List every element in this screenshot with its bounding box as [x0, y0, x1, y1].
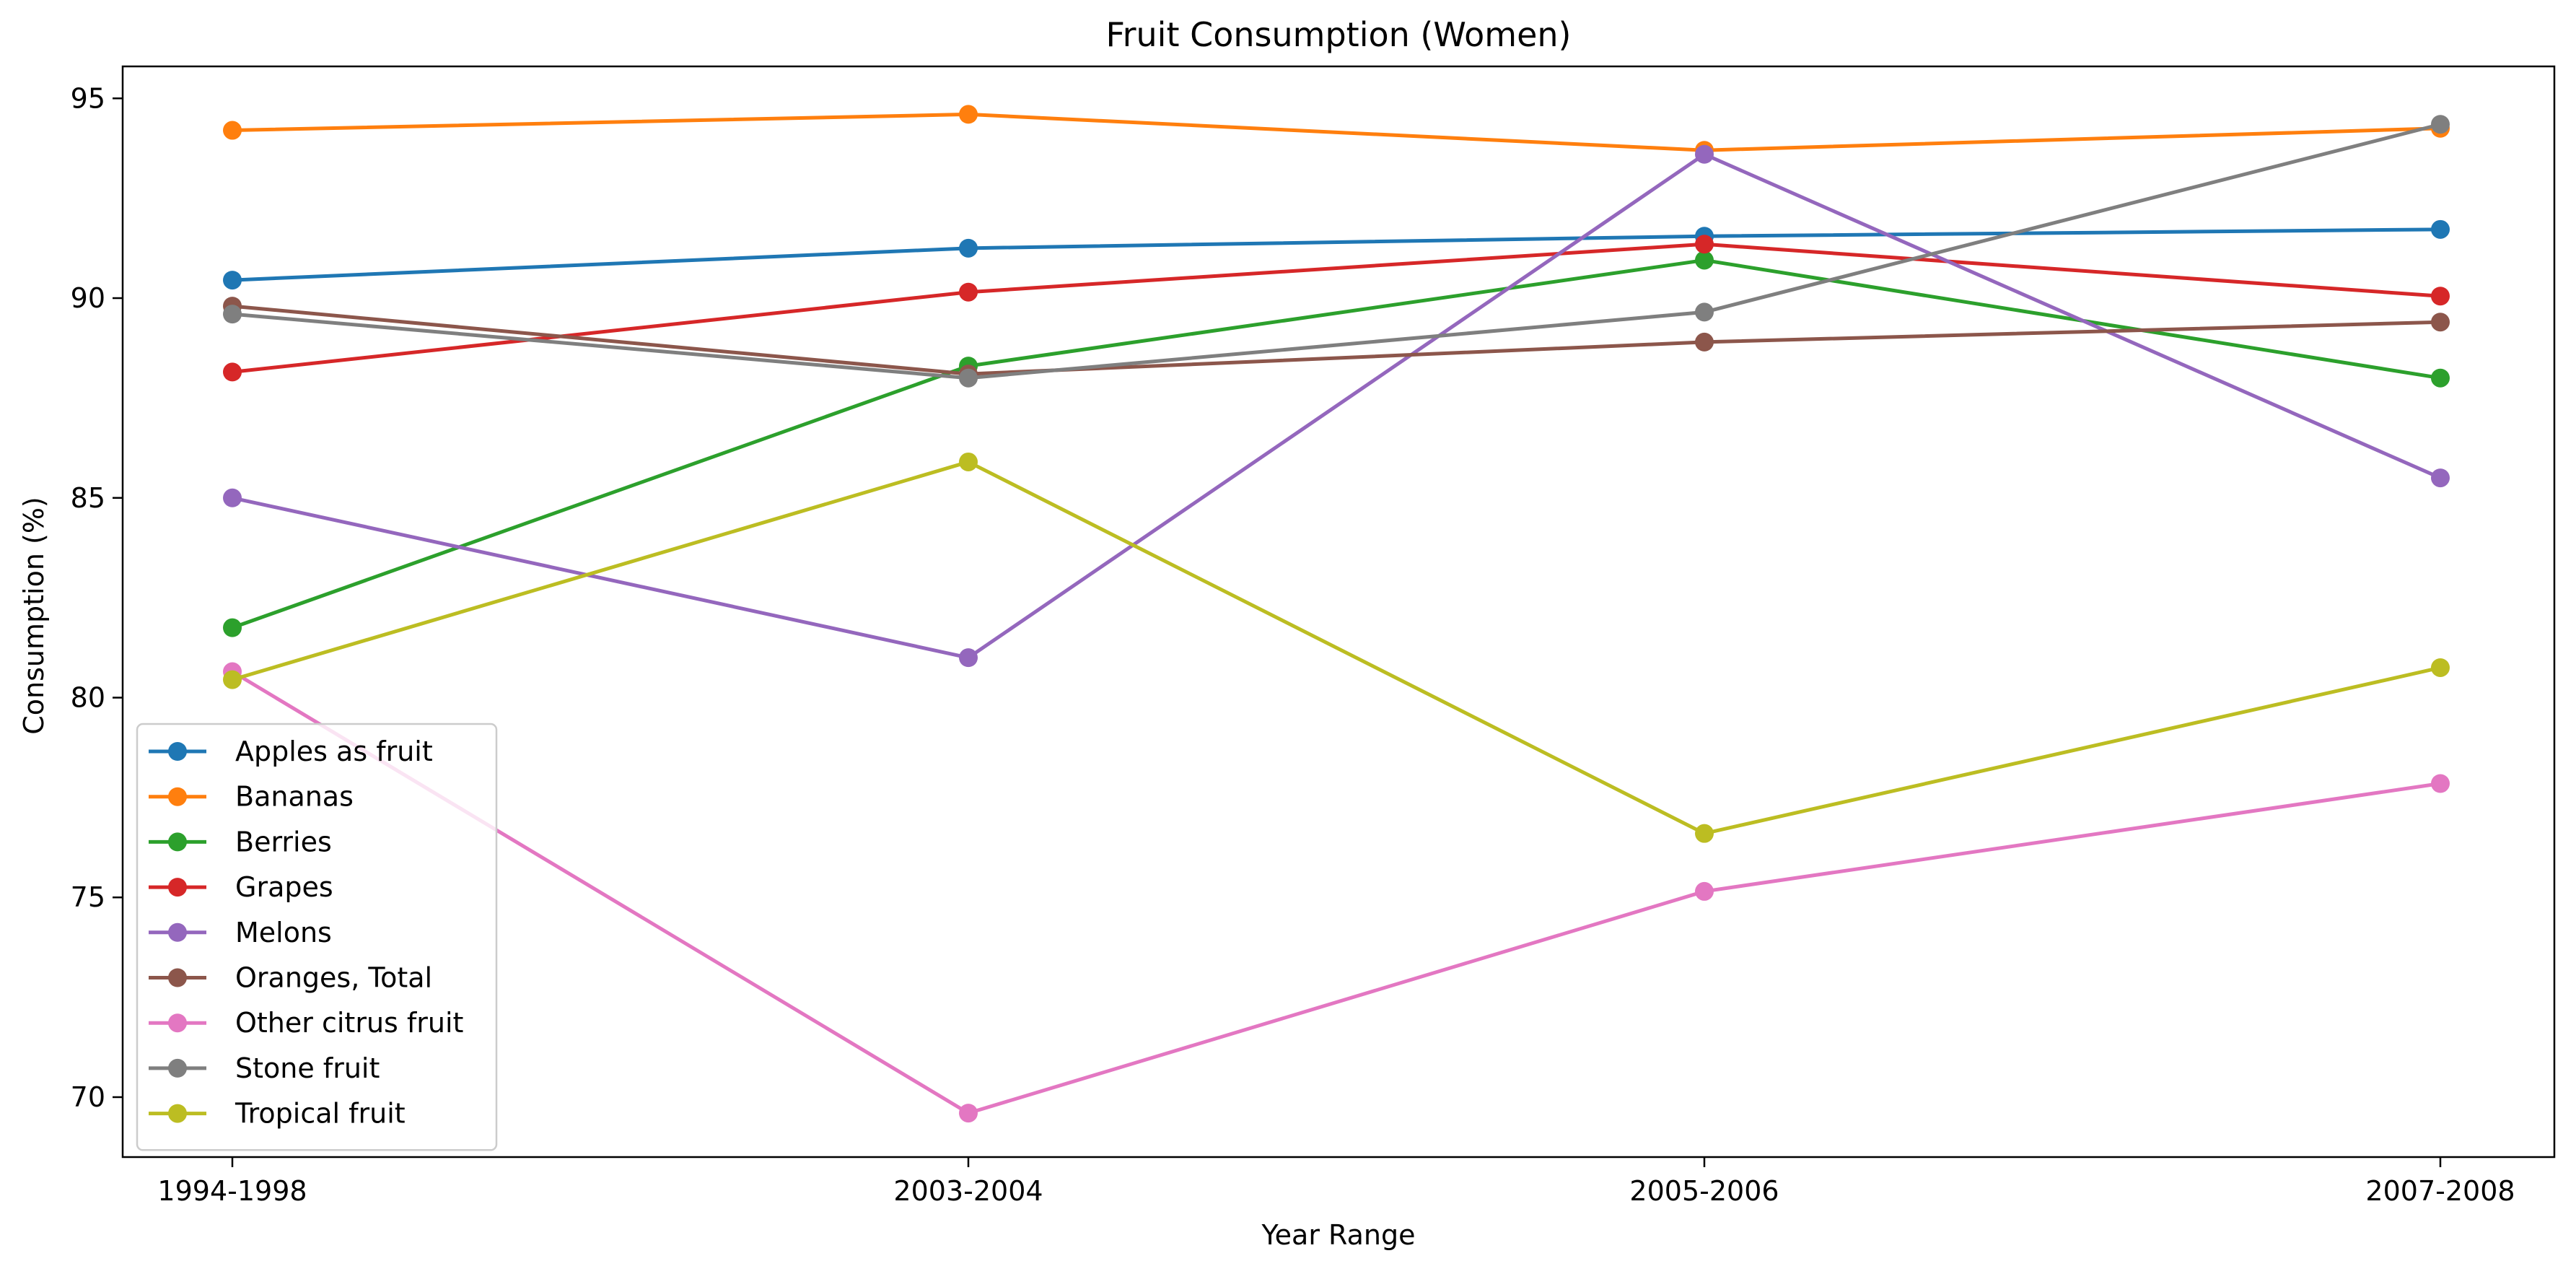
x-tick-label: 2007-2008 — [2365, 1175, 2515, 1207]
series-line — [232, 242, 2441, 374]
data-point — [1695, 144, 1714, 164]
x-tick-label: 2005-2006 — [1629, 1175, 1779, 1207]
data-point — [2431, 219, 2450, 239]
series-line — [232, 122, 2441, 380]
legend-marker — [168, 1058, 187, 1078]
data-point — [2431, 468, 2450, 488]
data-point — [1695, 881, 1714, 901]
data-point — [959, 238, 978, 258]
legend-label: Stone fruit — [235, 1052, 380, 1084]
data-point — [223, 121, 242, 140]
series-line — [232, 152, 2442, 660]
legend-label: Bananas — [235, 781, 354, 813]
y-tick-label: 90 — [71, 282, 105, 314]
data-point — [959, 1104, 978, 1123]
data-point — [2431, 368, 2450, 388]
series-2 — [223, 105, 2450, 160]
data-point — [223, 271, 242, 290]
series-6 — [223, 297, 2450, 384]
legend-label: Berries — [235, 826, 332, 858]
series-5 — [223, 144, 2450, 668]
legend-marker — [168, 878, 187, 897]
legend-item: Grapes — [149, 871, 333, 903]
series-line — [232, 227, 2441, 282]
legend-label: Melons — [235, 917, 332, 948]
legend-label: Tropical fruit — [235, 1098, 406, 1130]
data-point — [959, 648, 978, 668]
series-line — [232, 460, 2441, 836]
legend-item: Tropical fruit — [149, 1098, 406, 1130]
series-3 — [223, 250, 2450, 637]
legend-marker — [168, 787, 187, 806]
chart-title: Fruit Consumption (Women) — [1106, 15, 1572, 54]
legend-marker — [168, 832, 187, 852]
data-point — [959, 452, 978, 471]
series-line — [232, 304, 2441, 376]
legend-label: Apples as fruit — [235, 736, 433, 767]
data-point — [1695, 250, 1714, 270]
data-point — [959, 105, 978, 124]
legend-item: Bananas — [149, 781, 354, 813]
legend-marker — [168, 1104, 187, 1123]
data-point — [1695, 824, 1714, 843]
legend-item: Stone fruit — [149, 1052, 380, 1084]
data-point — [223, 362, 242, 382]
data-point — [223, 670, 242, 689]
series-7 — [223, 662, 2450, 1123]
data-point — [1695, 302, 1714, 322]
data-point — [223, 618, 242, 637]
legend-marker — [168, 1013, 187, 1033]
legend-item: Melons — [149, 917, 332, 948]
series-line — [232, 258, 2441, 629]
series-line — [231, 670, 2441, 1115]
data-point — [223, 305, 242, 324]
legend-marker — [168, 968, 187, 987]
legend-label: Other citrus fruit — [235, 1007, 463, 1039]
legend-box — [136, 723, 498, 1151]
y-tick-label: 95 — [71, 82, 105, 114]
legend-item: Other citrus fruit — [149, 1007, 463, 1039]
legend-marker — [168, 742, 187, 761]
y-tick-label: 80 — [71, 681, 105, 713]
data-point — [959, 368, 978, 388]
legend-label: Oranges, Total — [235, 962, 432, 994]
x-tick-label: 2003-2004 — [893, 1175, 1043, 1207]
data-point — [1695, 332, 1714, 352]
legend-item: Oranges, Total — [149, 962, 432, 994]
plot-frame — [121, 65, 2556, 1159]
series-9 — [223, 452, 2450, 843]
data-point — [223, 488, 242, 507]
data-point — [2431, 313, 2450, 332]
data-point — [2431, 658, 2450, 677]
y-tick-label: 70 — [71, 1081, 105, 1113]
series-8 — [223, 115, 2450, 388]
data-point — [2431, 774, 2450, 793]
data-point — [2431, 287, 2450, 306]
y-tick-label: 75 — [71, 881, 105, 913]
legend-item: Apples as fruit — [149, 736, 433, 767]
y-axis-label: Consumption (%) — [18, 497, 50, 735]
y-tick-label: 85 — [71, 482, 105, 514]
legend-marker — [168, 922, 187, 942]
data-point — [1695, 235, 1714, 254]
series-1 — [223, 219, 2450, 290]
x-axis-label: Year Range — [1261, 1219, 1416, 1251]
legend-label: Grapes — [235, 871, 333, 903]
x-tick-label: 1994-1998 — [157, 1175, 307, 1207]
data-point — [959, 282, 978, 302]
series-4 — [223, 235, 2450, 382]
legend: Apples as fruit Bananas Berries Grapes Melon… — [136, 723, 498, 1151]
series-line — [232, 112, 2441, 152]
legend-item: Berries — [149, 826, 332, 858]
data-point — [2431, 115, 2450, 134]
